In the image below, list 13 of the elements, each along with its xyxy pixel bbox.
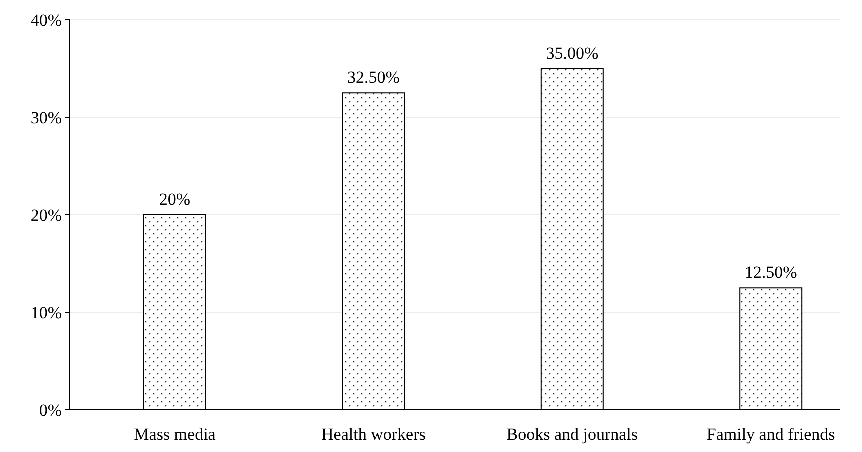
y-tick-label: 30% [30,108,62,128]
y-tick-label: 40% [30,10,62,30]
data-label: 35.00% [546,44,599,63]
y-tick-label: 20% [30,206,62,225]
y-tick-label: 0% [39,400,62,420]
x-tick-label: Books and journals [506,425,638,444]
data-label: 32.50% [347,68,400,88]
data-label: 12.50% [744,263,798,282]
y-tick-label: 10% [30,303,62,322]
data-label: 20% [159,190,191,209]
x-tick-label: Health workers [322,425,426,444]
x-tick-label: Family and friends [706,425,836,444]
x-tick-label: Mass media [134,425,216,444]
